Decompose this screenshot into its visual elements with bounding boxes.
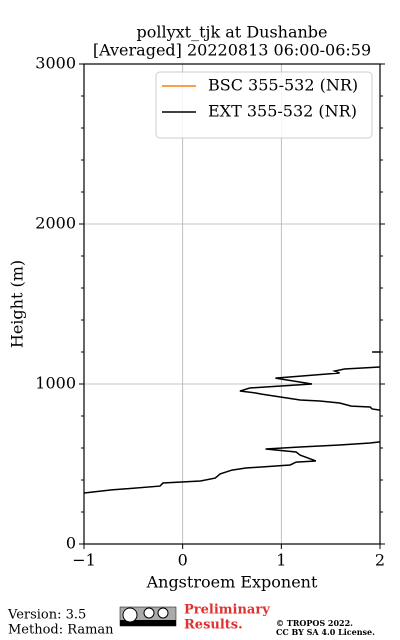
y-tick-label: 0	[66, 534, 76, 553]
y-tick-label: 2000	[35, 214, 76, 233]
data-line	[83, 441, 381, 494]
plot-frame	[83, 63, 381, 545]
copyright: CC BY SA 4.0 License.	[276, 627, 375, 637]
version: Version: 3.5	[7, 608, 86, 623]
legend-label: EXT 355-532 (NR)	[208, 102, 357, 121]
legend-label: BSC 355-532 (NR)	[208, 76, 358, 95]
x-tick-label: 0	[178, 551, 188, 570]
preliminary: Results.	[184, 618, 243, 633]
y-tick-label: 1000	[35, 374, 76, 393]
y-axis-label: Height (m)	[8, 260, 27, 348]
legend-box	[155, 71, 373, 139]
cc-logo	[119, 606, 177, 627]
copyright: © TROPOS 2022.	[276, 618, 353, 628]
preliminary: Preliminary	[184, 603, 270, 618]
x-tick-label: 2	[375, 551, 385, 570]
chart-title: [Averaged] 20220813 06:00-06:59	[93, 41, 371, 60]
y-tick-label: 3000	[35, 54, 76, 73]
chart-title: pollyxt_tjk at Dushanbe	[136, 23, 327, 42]
method: Method: Raman	[8, 623, 114, 638]
data-line	[239, 366, 381, 411]
x-tick-label: −1	[72, 551, 96, 570]
x-axis-label: Angstroem Exponent	[146, 573, 318, 592]
x-tick-label: 1	[276, 551, 286, 570]
